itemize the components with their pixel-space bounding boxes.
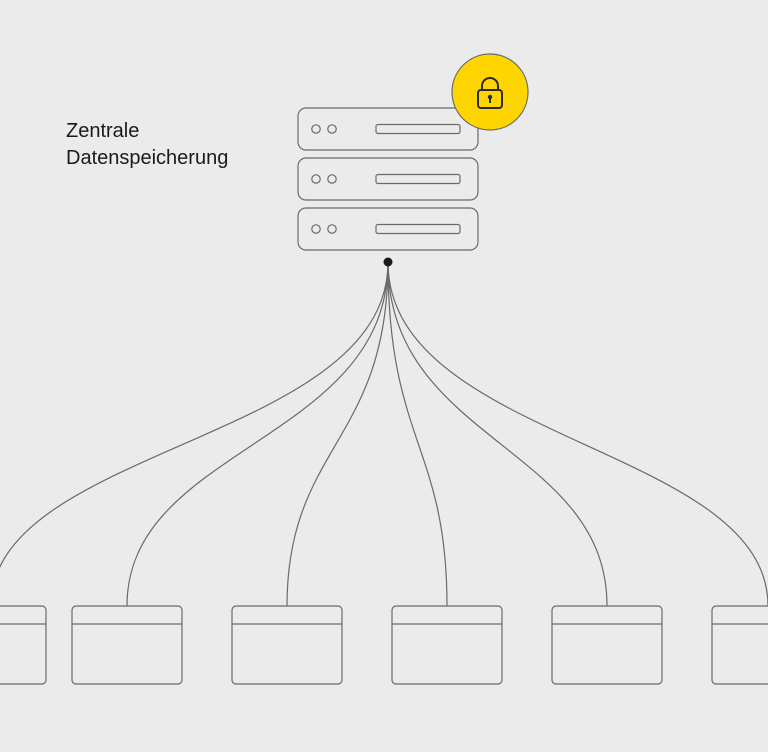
diagram-canvas: Zentrale Datenspeicherung (0, 0, 768, 752)
client-node (392, 606, 502, 684)
server-unit (298, 208, 478, 250)
diagram-title: Zentrale Datenspeicherung (66, 118, 228, 172)
lock-icon (489, 98, 491, 103)
server-unit (298, 108, 478, 150)
hub-dot (384, 258, 393, 267)
edge (127, 262, 388, 606)
client-node (552, 606, 662, 684)
client-node (232, 606, 342, 684)
edge (388, 262, 447, 606)
client-node (72, 606, 182, 684)
client-node (712, 606, 768, 684)
edge (287, 262, 388, 606)
edge (0, 262, 388, 606)
server-unit (298, 158, 478, 200)
edge (388, 262, 607, 606)
lock-badge (452, 54, 528, 130)
client-node (0, 606, 46, 684)
diagram-svg (0, 0, 768, 752)
